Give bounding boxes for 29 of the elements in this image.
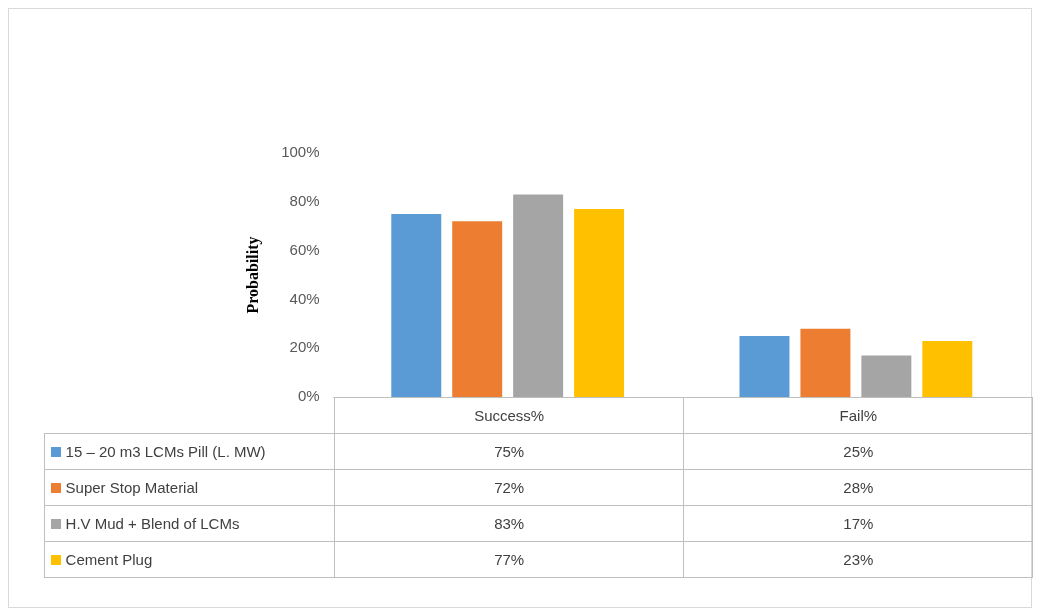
bar [452, 221, 503, 397]
y-tick-label: 40% [289, 289, 320, 307]
data-label: 72% [334, 469, 684, 506]
x-tick-label: Fail% [683, 397, 1033, 434]
legend-label: 15 – 20 m3 LCMs Pill (L. MW) [44, 433, 335, 470]
y-tick-label: 0% [297, 387, 320, 405]
data-label: 75% [334, 433, 684, 470]
data-label: 23% [683, 541, 1033, 578]
bar [922, 340, 973, 397]
y-tick-label: 20% [289, 338, 320, 356]
y-tick-label: 80% [289, 191, 320, 209]
y-tick-label: 60% [289, 240, 320, 258]
bar [574, 209, 625, 397]
y-axis-title: Probability [243, 236, 262, 314]
bar [739, 336, 790, 397]
y-tick-label: 100% [281, 143, 320, 161]
bar [861, 355, 912, 397]
data-label: 25% [683, 433, 1033, 470]
bar [391, 214, 442, 397]
data-label: 17% [683, 505, 1033, 542]
legend-label: Cement Plug [44, 541, 335, 578]
data-label: 77% [334, 541, 684, 578]
x-tick-label: Success% [334, 397, 684, 434]
legend-label: Super Stop Material [44, 469, 335, 506]
data-label: 28% [683, 469, 1033, 506]
data-label: 83% [334, 505, 684, 542]
bar [800, 328, 851, 397]
bar [513, 194, 564, 397]
legend-label: H.V Mud + Blend of LCMs [44, 505, 335, 542]
